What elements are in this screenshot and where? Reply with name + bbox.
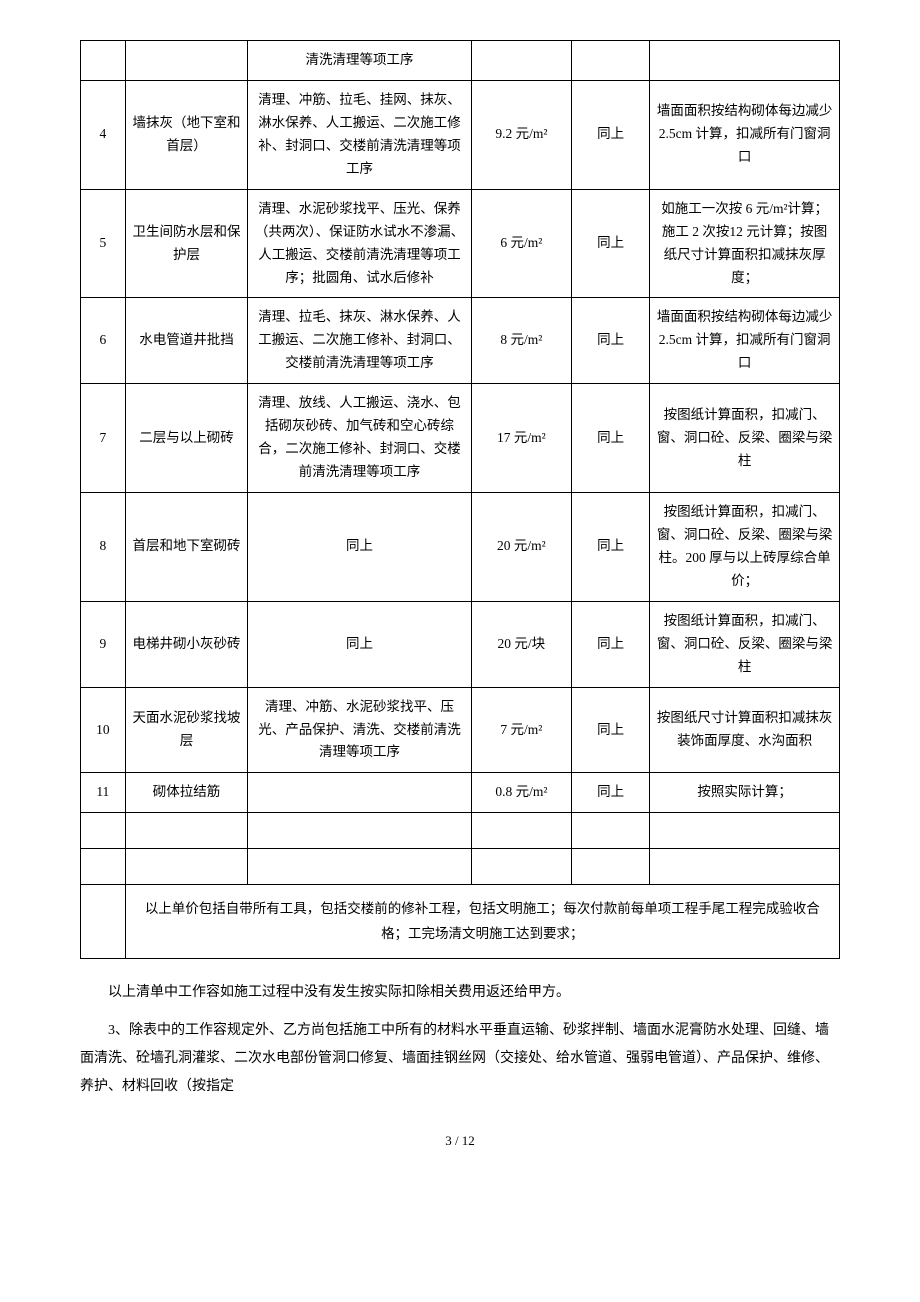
table-row: 8首层和地下室砌砖同上20 元/m²同上按图纸计算面积，扣减门、窗、洞口砼、反梁…: [81, 493, 840, 602]
table-row-empty: [81, 849, 840, 885]
cell-note: 墙面面积按结构砌体每边减少 2.5cm 计算，扣减所有门窗洞口: [650, 298, 840, 384]
cell-num: [81, 41, 126, 81]
cell-empty: [572, 813, 650, 849]
cell-desc: 清理、冲筋、水泥砂浆找平、压光、产品保护、清洗、交楼前清洗清理等项工序: [248, 687, 471, 773]
cell-empty: [471, 813, 571, 849]
cell-num: 11: [81, 773, 126, 813]
table-row: 11砌体拉结筋 0.8 元/m²同上按照实际计算；: [81, 773, 840, 813]
cell-empty: [81, 813, 126, 849]
cell-summary: 以上单价包括自带所有工具，包括交楼前的修补工程，包括文明施工；每次付款前每单项工…: [125, 885, 839, 959]
cell-empty: [248, 849, 471, 885]
cell-num: 8: [81, 493, 126, 602]
cell-price: 0.8 元/m²: [471, 773, 571, 813]
cell-desc: 清理、水泥砂浆找平、压光、保养（共两次）、保证防水试水不渗漏、人工搬运、交楼前清…: [248, 189, 471, 298]
cell-name: 砌体拉结筋: [125, 773, 248, 813]
cell-ref: 同上: [572, 80, 650, 189]
cell-name: 水电管道井批挡: [125, 298, 248, 384]
cell-desc: 清理、冲筋、拉毛、挂网、抹灰、淋水保养、人工搬运、二次施工修补、封洞口、交楼前清…: [248, 80, 471, 189]
table-row-empty: [81, 813, 840, 849]
cell-desc: 清理、拉毛、抹灰、淋水保养、人工搬运、二次施工修补、封洞口、交楼前清洗清理等项工…: [248, 298, 471, 384]
cell-ref: 同上: [572, 601, 650, 687]
cell-empty: [81, 885, 126, 959]
cell-price: 20 元/m²: [471, 493, 571, 602]
table-row: 清洗清理等项工序: [81, 41, 840, 81]
cell-note: 按照实际计算；: [650, 773, 840, 813]
table-row-summary: 以上单价包括自带所有工具，包括交楼前的修补工程，包括文明施工；每次付款前每单项工…: [81, 885, 840, 959]
table-row: 7二层与以上砌砖清理、放线、人工搬运、浇水、包括砌灰砂砖、加气砖和空心砖综合，二…: [81, 384, 840, 493]
cell-num: 7: [81, 384, 126, 493]
cell-note: 按图纸尺寸计算面积扣减抹灰装饰面厚度、水沟面积: [650, 687, 840, 773]
cell-empty: [248, 813, 471, 849]
cell-note: 按图纸计算面积，扣减门、窗、洞口砼、反梁、圈梁与梁柱: [650, 384, 840, 493]
cell-num: 10: [81, 687, 126, 773]
cell-price: 7 元/m²: [471, 687, 571, 773]
cell-price: 9.2 元/m²: [471, 80, 571, 189]
cell-empty: [650, 813, 840, 849]
cell-empty: [650, 849, 840, 885]
cell-empty: [572, 849, 650, 885]
cell-note: 墙面面积按结构砌体每边减少 2.5cm 计算，扣减所有门窗洞口: [650, 80, 840, 189]
table-row: 9电梯井砌小灰砂砖同上20 元/块同上按图纸计算面积，扣减门、窗、洞口砼、反梁、…: [81, 601, 840, 687]
cell-price: 17 元/m²: [471, 384, 571, 493]
cell-empty: [81, 849, 126, 885]
cell-ref: 同上: [572, 773, 650, 813]
cell-desc: 清洗清理等项工序: [248, 41, 471, 81]
cell-empty: [125, 813, 248, 849]
cell-note: 按图纸计算面积，扣减门、窗、洞口砼、反梁、圈梁与梁柱: [650, 601, 840, 687]
cell-desc: [248, 773, 471, 813]
cell-price: 8 元/m²: [471, 298, 571, 384]
cell-ref: [572, 41, 650, 81]
cell-num: 6: [81, 298, 126, 384]
cell-empty: [471, 849, 571, 885]
cell-note: 如施工一次按 6 元/m²计算；施工 2 次按12 元计算；按图纸尺寸计算面积扣…: [650, 189, 840, 298]
cell-price: [471, 41, 571, 81]
paragraph-1: 以上清单中工作容如施工过程中没有发生按实际扣除相关费用返还给甲方。: [80, 979, 840, 1007]
cell-note: [650, 41, 840, 81]
cell-ref: 同上: [572, 189, 650, 298]
pricing-table: 清洗清理等项工序4墙抹灰（地下室和首层）清理、冲筋、拉毛、挂网、抹灰、淋水保养、…: [80, 40, 840, 959]
cell-empty: [125, 849, 248, 885]
cell-ref: 同上: [572, 493, 650, 602]
table-row: 10天面水泥砂浆找坡层清理、冲筋、水泥砂浆找平、压光、产品保护、清洗、交楼前清洗…: [81, 687, 840, 773]
cell-num: 9: [81, 601, 126, 687]
paragraph-2: 3、除表中的工作容规定外、乙方尚包括施工中所有的材料水平垂直运输、砂浆拌制、墙面…: [80, 1017, 840, 1101]
cell-num: 5: [81, 189, 126, 298]
cell-num: 4: [81, 80, 126, 189]
cell-desc: 同上: [248, 493, 471, 602]
cell-name: 卫生间防水层和保护层: [125, 189, 248, 298]
cell-desc: 清理、放线、人工搬运、浇水、包括砌灰砂砖、加气砖和空心砖综合，二次施工修补、封洞…: [248, 384, 471, 493]
page-footer: 3 / 12: [80, 1131, 840, 1152]
cell-price: 6 元/m²: [471, 189, 571, 298]
cell-name: 天面水泥砂浆找坡层: [125, 687, 248, 773]
cell-name: 二层与以上砌砖: [125, 384, 248, 493]
table-row: 4墙抹灰（地下室和首层）清理、冲筋、拉毛、挂网、抹灰、淋水保养、人工搬运、二次施…: [81, 80, 840, 189]
cell-price: 20 元/块: [471, 601, 571, 687]
cell-desc: 同上: [248, 601, 471, 687]
table-row: 6水电管道井批挡清理、拉毛、抹灰、淋水保养、人工搬运、二次施工修补、封洞口、交楼…: [81, 298, 840, 384]
cell-ref: 同上: [572, 384, 650, 493]
cell-ref: 同上: [572, 687, 650, 773]
cell-name: 首层和地下室砌砖: [125, 493, 248, 602]
cell-name: 墙抹灰（地下室和首层）: [125, 80, 248, 189]
table-row: 5卫生间防水层和保护层清理、水泥砂浆找平、压光、保养（共两次）、保证防水试水不渗…: [81, 189, 840, 298]
cell-note: 按图纸计算面积，扣减门、窗、洞口砼、反梁、圈梁与梁柱。200 厚与以上砖厚综合单…: [650, 493, 840, 602]
cell-ref: 同上: [572, 298, 650, 384]
cell-name: 电梯井砌小灰砂砖: [125, 601, 248, 687]
cell-name: [125, 41, 248, 81]
